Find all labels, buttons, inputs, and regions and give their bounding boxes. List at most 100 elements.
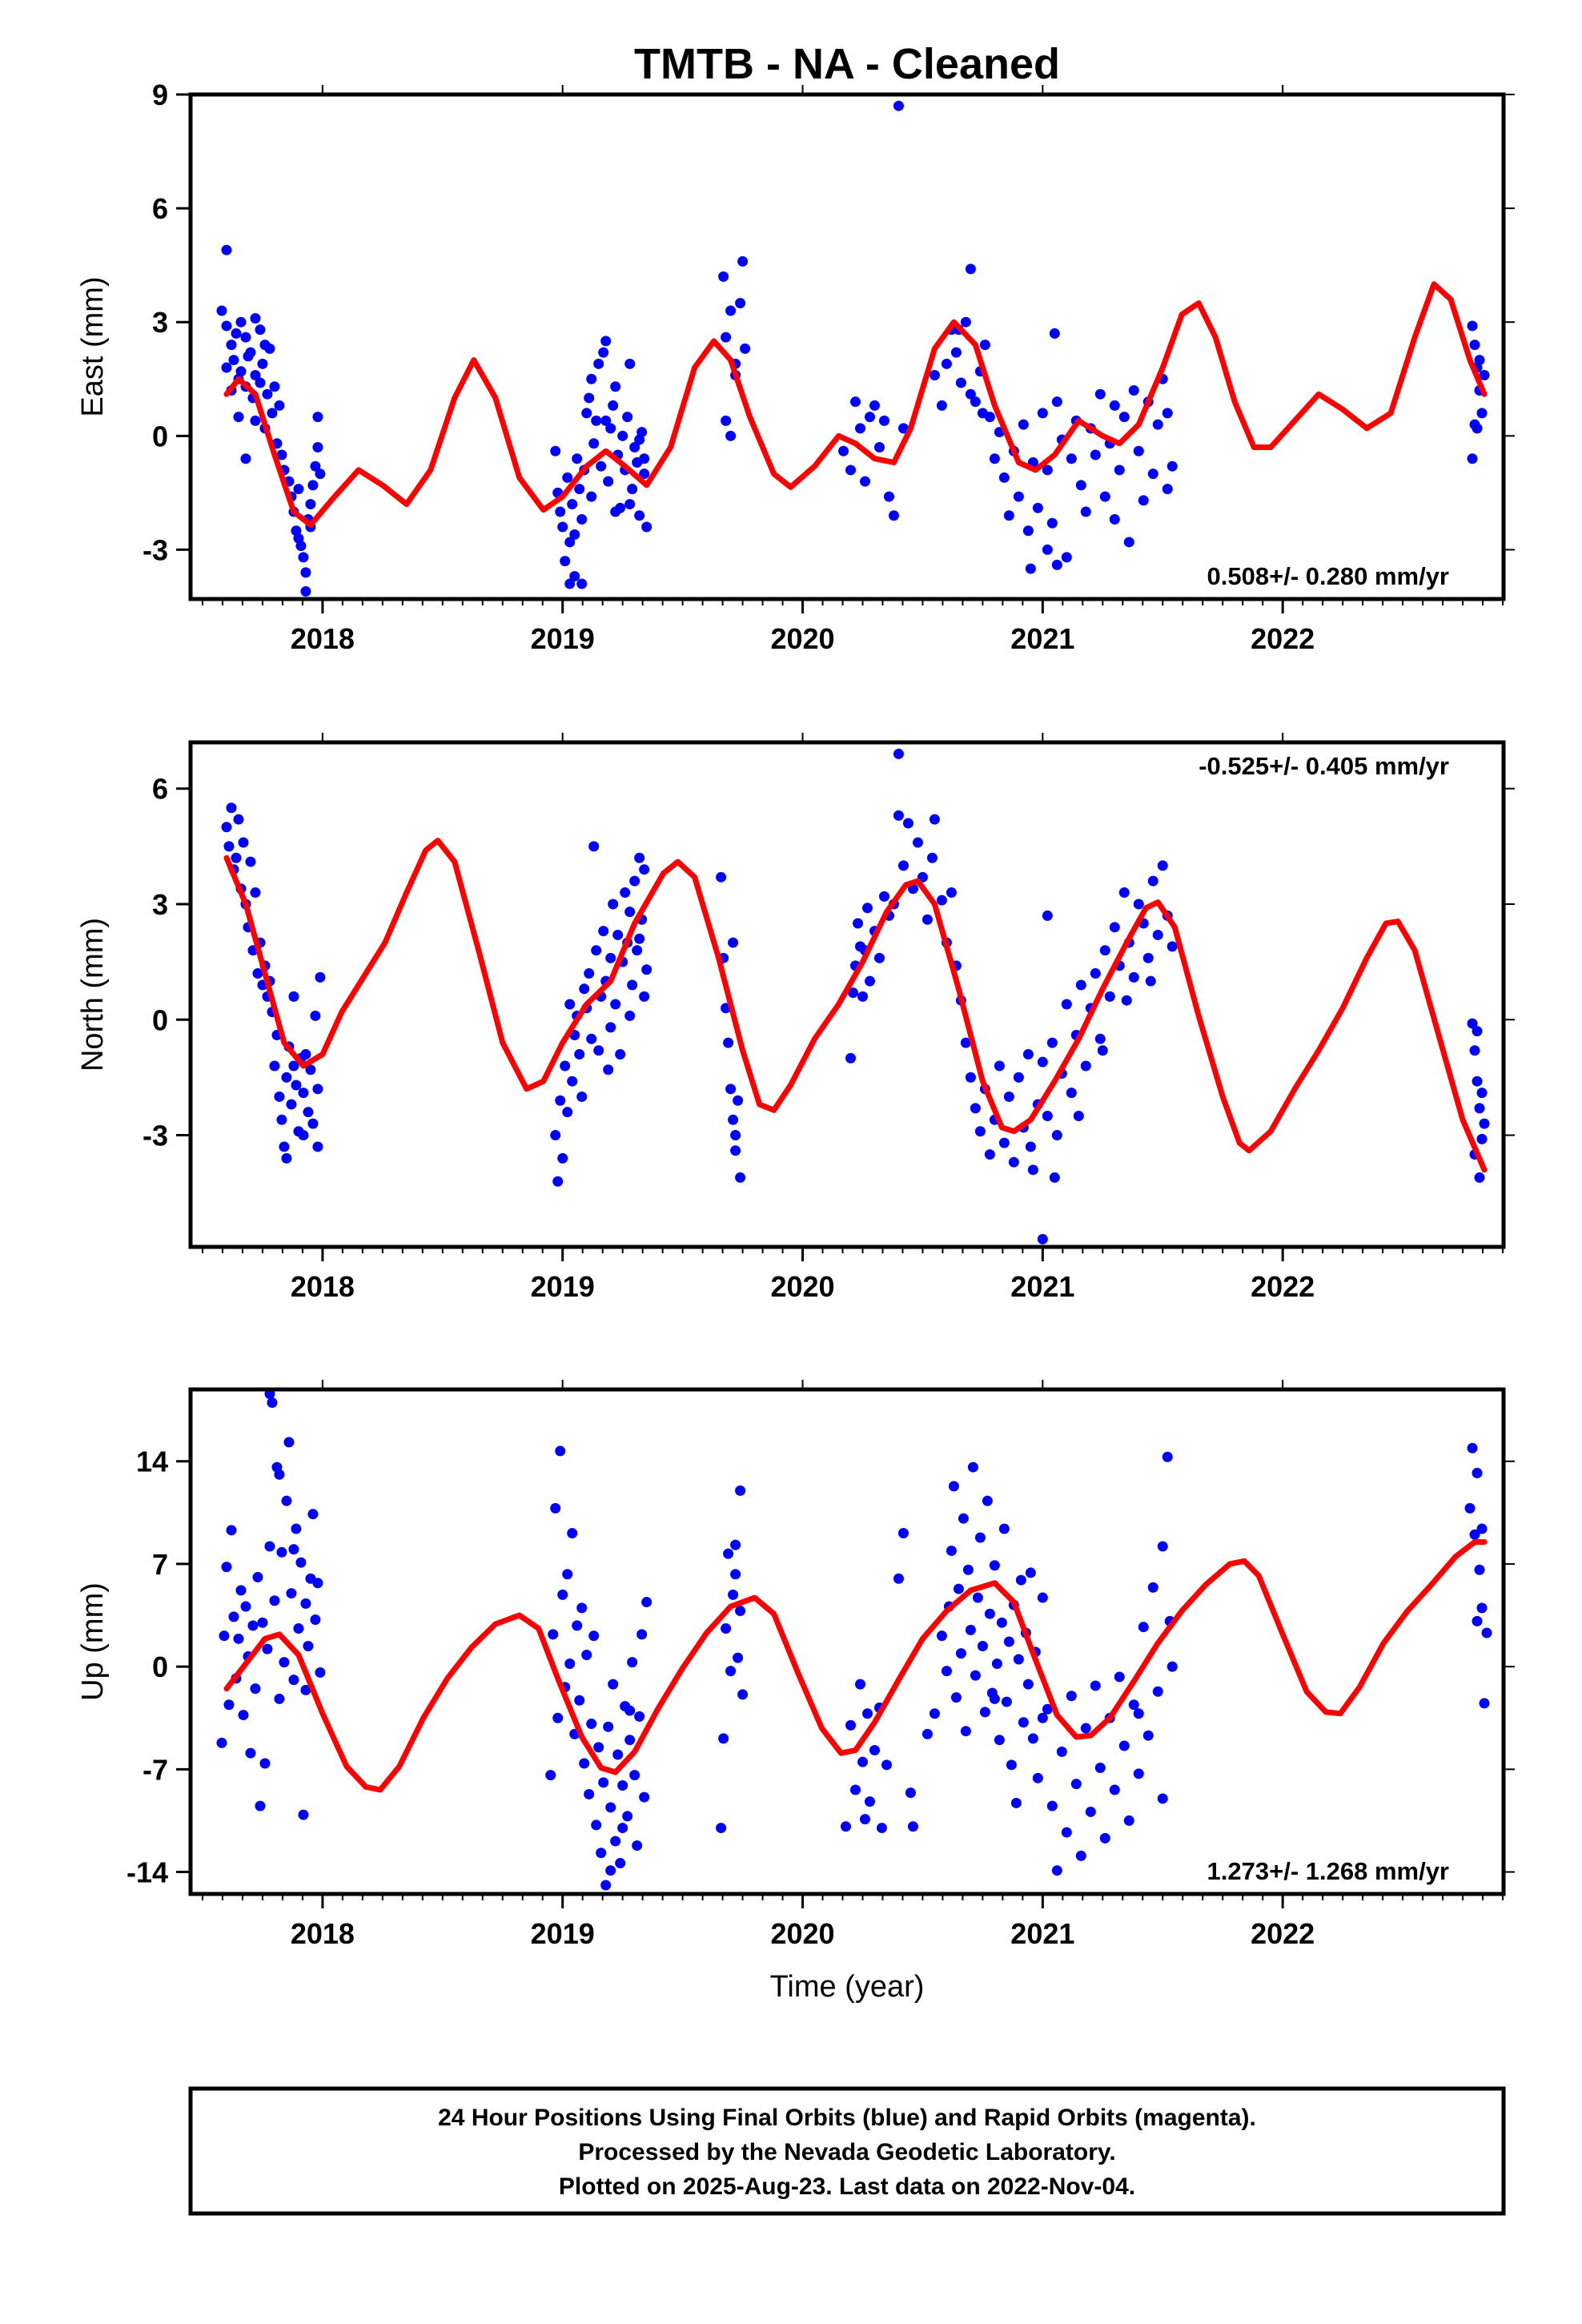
data-point (1037, 408, 1048, 419)
data-point (612, 929, 624, 940)
data-point (286, 1099, 297, 1110)
data-point (1056, 1746, 1067, 1757)
data-point (315, 1667, 326, 1678)
data-point (926, 852, 938, 863)
data-point (610, 381, 621, 392)
data-point (639, 1791, 650, 1803)
data-point (240, 1601, 251, 1612)
data-point (1042, 464, 1053, 476)
data-point (1469, 1529, 1480, 1540)
data-point (624, 1010, 636, 1021)
data-point (235, 1585, 247, 1596)
data-point (1013, 1654, 1024, 1665)
data-point (854, 423, 865, 434)
plot-frame (188, 1387, 1506, 1896)
data-point (264, 343, 275, 354)
data-point (226, 1525, 237, 1536)
data-point (598, 347, 609, 358)
data-point (929, 1708, 940, 1719)
data-point (1042, 544, 1053, 555)
data-point (730, 1130, 741, 1141)
data-point (1042, 1110, 1053, 1121)
x-tick-label: 2020 (770, 622, 834, 655)
data-point (1061, 999, 1072, 1010)
data-point (941, 358, 952, 369)
y-tick-label: -14 (126, 1856, 168, 1889)
data-point (226, 340, 237, 351)
data-point (974, 1532, 986, 1543)
data-point (591, 1819, 602, 1831)
data-point (878, 415, 889, 426)
data-point (235, 316, 247, 328)
data-point (627, 979, 638, 991)
data-point (1469, 1045, 1480, 1056)
rate-label: 1.273+/- 1.268 mm/yr (1207, 1857, 1449, 1885)
y-tick-label: 0 (152, 1651, 168, 1683)
data-point (1025, 563, 1036, 574)
data-point (998, 1523, 1010, 1534)
data-point (605, 423, 616, 434)
data-point (584, 1788, 595, 1799)
data-point (876, 1823, 887, 1834)
data-point (1138, 495, 1149, 506)
data-point (557, 521, 568, 533)
data-point (586, 373, 597, 384)
data-point (977, 1640, 988, 1651)
data-point (864, 412, 875, 423)
data-point (1075, 480, 1086, 491)
data-point (1051, 1865, 1062, 1876)
model-curve (223, 838, 1488, 1173)
data-point (221, 1562, 232, 1573)
data-point (605, 1802, 616, 1813)
data-point (984, 1608, 995, 1619)
data-point (893, 1573, 904, 1584)
data-point (629, 1770, 640, 1781)
data-point (1472, 1467, 1483, 1478)
data-point (288, 1544, 299, 1555)
data-point (888, 510, 899, 521)
data-point (564, 1658, 576, 1669)
data-point (545, 1770, 556, 1781)
data-point (615, 1858, 626, 1869)
data-point (605, 1865, 616, 1876)
data-point (989, 453, 1000, 464)
rate-label: 0.508+/- 0.280 mm/yr (1207, 562, 1449, 590)
data-point (735, 1172, 746, 1183)
data-point (219, 1630, 230, 1642)
data-point (972, 1592, 983, 1603)
data-point (608, 1679, 619, 1690)
data-point (622, 1811, 633, 1822)
data-point (624, 358, 636, 369)
data-point (632, 945, 643, 956)
data-point (970, 1103, 981, 1114)
data-point (250, 1683, 261, 1695)
data-point (617, 1823, 628, 1834)
x-tick-label: 2018 (291, 622, 355, 655)
data-point (293, 484, 304, 495)
data-point (576, 1091, 588, 1102)
data-point (303, 1640, 314, 1651)
data-point (250, 312, 261, 324)
data-point (596, 460, 607, 472)
data-point (1128, 971, 1139, 983)
data-point (1469, 340, 1480, 351)
data-point (1075, 1850, 1086, 1861)
data-point (245, 1747, 256, 1759)
panel-up: 2018 2019 2020 2021 2022 -14 -7 0 7 14 Up (mm) Time… (76, 1380, 1515, 2004)
data-point (603, 1064, 614, 1076)
data-point (257, 1617, 268, 1628)
data-point (907, 1821, 918, 1832)
data-point (1013, 491, 1024, 502)
panels: 2018 2019 2020 2021 2022 -3 0 3 6 9 East (mm) 0.508… (76, 78, 1515, 2004)
data-point (982, 1495, 993, 1506)
data-point (1162, 1451, 1173, 1462)
data-point (639, 453, 650, 464)
data-point (231, 328, 242, 339)
data-point (1027, 1733, 1038, 1744)
data-point (994, 1735, 1005, 1746)
data-point (1061, 1827, 1072, 1838)
data-point (639, 991, 650, 1002)
data-point (228, 1611, 239, 1622)
data-point (598, 926, 609, 937)
data-point (1138, 1622, 1149, 1633)
